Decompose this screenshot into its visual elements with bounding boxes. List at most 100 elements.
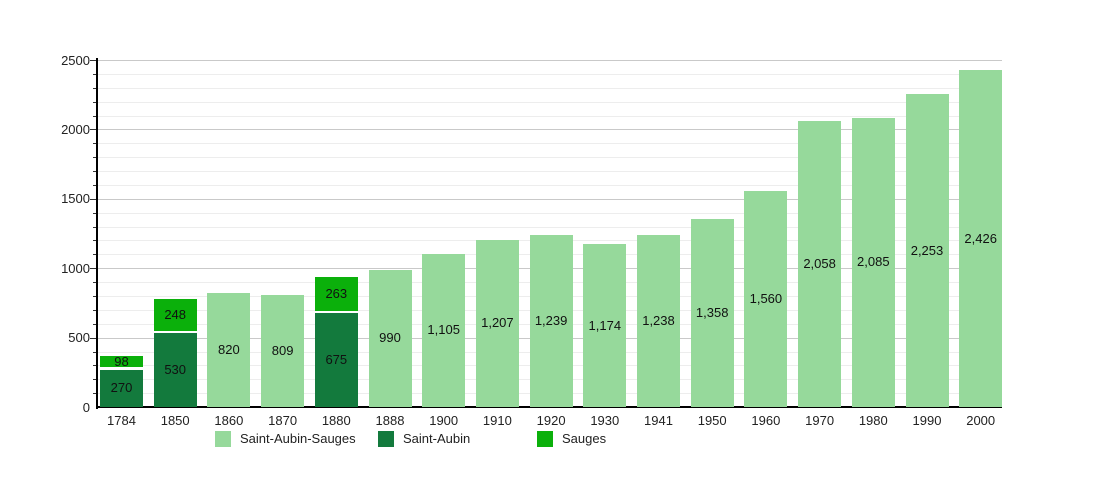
y-axis-line xyxy=(96,58,98,409)
minor-gridline xyxy=(97,143,1002,145)
x-axis-label: 1941 xyxy=(644,413,673,428)
x-axis-label: 1910 xyxy=(482,413,512,428)
minor-gridline xyxy=(97,157,1002,159)
y-axis-tick xyxy=(93,254,97,256)
major-gridline xyxy=(97,129,1002,131)
bar-value-label: 809 xyxy=(271,342,294,358)
minor-gridline xyxy=(97,73,1002,75)
y-axis-tick xyxy=(93,240,97,242)
bar-value-label: 270 xyxy=(110,380,133,396)
bar-value-label: 1,239 xyxy=(534,313,568,328)
bar-1784-saint-aubin xyxy=(100,369,143,407)
y-axis-label: 1500 xyxy=(61,191,90,207)
bar-1860-saint-aubin-sauges xyxy=(207,293,251,407)
bar-1910-saint-aubin-sauges xyxy=(475,239,519,407)
x-axis-label: 1980 xyxy=(858,413,888,428)
bar-value-label: 2,085 xyxy=(857,254,890,270)
y-axis-tick xyxy=(93,115,97,117)
legend-swatch xyxy=(378,430,394,447)
x-axis-label: 1960 xyxy=(751,413,781,428)
minor-gridline xyxy=(97,212,1002,214)
y-axis-tick xyxy=(90,198,97,200)
x-axis-label: 1920 xyxy=(536,413,566,428)
bar-1850-saint-aubin xyxy=(153,333,197,407)
x-axis-label: 1930 xyxy=(590,413,620,428)
bar-1888-saint-aubin-sauges xyxy=(368,269,412,407)
bar-value-label: 675 xyxy=(325,352,348,368)
legend-item-saint-aubin-sauges: Saint-Aubin-Sauges xyxy=(215,430,356,447)
y-axis-tick xyxy=(90,268,97,270)
legend-swatch xyxy=(215,430,231,447)
bar-1784-sauges xyxy=(100,355,143,368)
legend-swatch xyxy=(537,430,553,447)
x-axis-label: 1880 xyxy=(321,413,351,428)
bar-1941-saint-aubin-sauges xyxy=(637,235,680,407)
y-axis-tick xyxy=(93,101,97,103)
y-axis-tick xyxy=(93,212,97,214)
x-axis-label: 1860 xyxy=(214,413,244,428)
y-axis-tick xyxy=(90,337,97,339)
y-axis-tick xyxy=(93,365,97,367)
bar-1970-saint-aubin-sauges xyxy=(798,121,842,407)
minor-gridline xyxy=(97,184,1002,186)
y-axis-tick xyxy=(90,129,97,131)
bar-value-label: 263 xyxy=(325,286,348,302)
bar-value-label: 1,207 xyxy=(481,315,514,331)
bar-value-label: 990 xyxy=(379,330,401,346)
y-axis-tick xyxy=(93,157,97,159)
y-axis-label: 1000 xyxy=(61,260,90,276)
x-axis-label: 2000 xyxy=(966,413,996,428)
bar-value-label: 2,253 xyxy=(910,242,944,258)
legend-label: Saint-Aubin-Sauges xyxy=(240,431,356,446)
y-axis-tick xyxy=(93,143,97,145)
bar-value-label: 1,238 xyxy=(642,313,675,329)
bar-value-label: 2,426 xyxy=(964,230,997,246)
x-axis-label: 1850 xyxy=(160,413,190,428)
bar-value-label: 1,174 xyxy=(588,317,622,333)
y-axis-tick xyxy=(93,379,97,381)
legend-label: Sauges xyxy=(562,431,607,446)
major-gridline xyxy=(97,198,1002,200)
y-axis-label: 0 xyxy=(82,399,90,415)
major-gridline xyxy=(97,60,1002,61)
y-axis-tick xyxy=(93,296,97,297)
bar-1880-saint-aubin xyxy=(314,313,358,407)
y-axis-tick xyxy=(93,171,97,172)
bar-2000-saint-aubin-sauges xyxy=(959,70,1003,407)
bar-value-label: 1,105 xyxy=(427,322,460,338)
bar-1900-saint-aubin-sauges xyxy=(422,253,466,407)
bar-value-label: 248 xyxy=(164,307,187,323)
bar-1990-saint-aubin-sauges xyxy=(905,94,949,407)
x-axis-label: 1870 xyxy=(268,413,298,428)
x-axis-label: 1888 xyxy=(375,413,405,428)
y-axis-tick xyxy=(93,184,97,186)
y-axis-label: 500 xyxy=(68,330,90,346)
bar-1870-saint-aubin-sauges xyxy=(261,294,305,407)
legend-label: Saint-Aubin xyxy=(403,431,471,446)
minor-gridline xyxy=(97,101,1002,103)
y-axis-label: 2000 xyxy=(61,121,90,137)
bar-1930-saint-aubin-sauges xyxy=(583,244,627,407)
bar-1880-sauges xyxy=(314,276,358,312)
legend-item-saint-aubin: Saint-Aubin xyxy=(378,430,470,447)
y-axis-tick xyxy=(93,282,97,284)
y-axis-tick xyxy=(93,351,97,353)
y-axis-label: 2500 xyxy=(61,52,90,68)
minor-gridline xyxy=(97,115,1002,117)
minor-gridline xyxy=(97,226,1002,228)
y-axis-tick xyxy=(93,323,97,325)
y-axis-tick xyxy=(93,87,97,89)
y-axis-tick xyxy=(93,393,97,395)
bar-value-label: 1,560 xyxy=(749,290,783,306)
bar-1950-saint-aubin-sauges xyxy=(690,218,734,407)
bar-value-label: 2,058 xyxy=(803,256,836,272)
y-axis-tick xyxy=(93,73,97,75)
bar-1960-saint-aubin-sauges xyxy=(744,190,788,407)
bar-value-label: 1,358 xyxy=(695,304,729,320)
bar-value-label: 820 xyxy=(218,342,240,358)
y-axis-tick xyxy=(93,309,97,311)
bar-value-label: 530 xyxy=(164,362,187,378)
x-axis-label: 1784 xyxy=(107,413,136,428)
bar-1850-sauges xyxy=(153,299,197,332)
